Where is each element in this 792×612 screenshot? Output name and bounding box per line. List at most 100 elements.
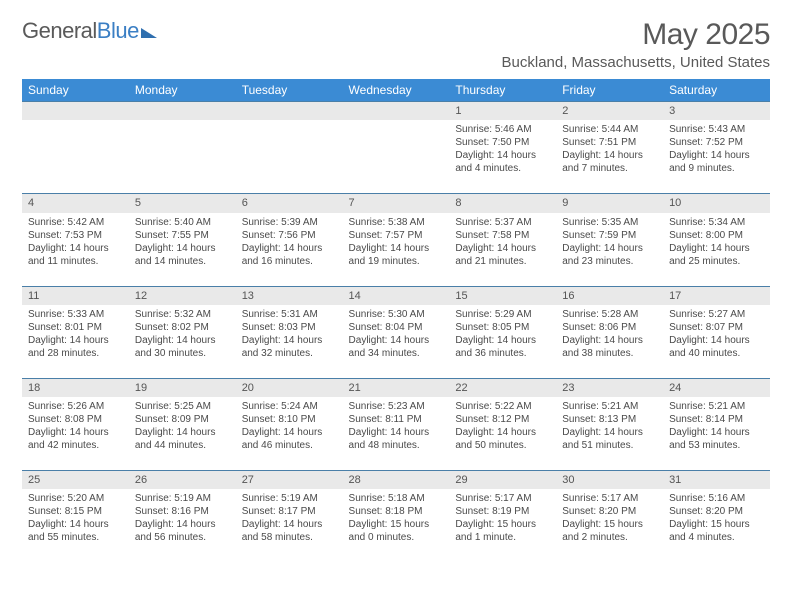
- day-number: 18: [22, 378, 129, 397]
- day-number: 28: [343, 471, 450, 490]
- daylight-text: Daylight: 14 hours and 11 minutes.: [28, 242, 123, 268]
- day-cell: Sunrise: 5:22 AMSunset: 8:12 PMDaylight:…: [449, 397, 556, 471]
- sunrise-text: Sunrise: 5:19 AM: [242, 492, 337, 505]
- sunrise-text: Sunrise: 5:29 AM: [455, 308, 550, 321]
- day-number: 1: [449, 102, 556, 121]
- daylight-text: Daylight: 14 hours and 32 minutes.: [242, 334, 337, 360]
- daynum-row: 123: [22, 102, 770, 121]
- day-number: 25: [22, 471, 129, 490]
- daylight-text: Daylight: 14 hours and 38 minutes.: [562, 334, 657, 360]
- calendar-table: Sunday Monday Tuesday Wednesday Thursday…: [22, 79, 770, 562]
- day-number: 9: [556, 194, 663, 213]
- logo-icon: [141, 28, 157, 38]
- sunrise-text: Sunrise: 5:21 AM: [562, 400, 657, 413]
- sunset-text: Sunset: 7:58 PM: [455, 229, 550, 242]
- day-number: 26: [129, 471, 236, 490]
- sunset-text: Sunset: 8:02 PM: [135, 321, 230, 334]
- sunset-text: Sunset: 7:53 PM: [28, 229, 123, 242]
- data-row: Sunrise: 5:46 AMSunset: 7:50 PMDaylight:…: [22, 120, 770, 194]
- sunset-text: Sunset: 8:14 PM: [669, 413, 764, 426]
- header: GeneralBlue May 2025 Buckland, Massachus…: [22, 18, 770, 71]
- sunrise-text: Sunrise: 5:35 AM: [562, 216, 657, 229]
- sunset-text: Sunset: 8:00 PM: [669, 229, 764, 242]
- day-cell: Sunrise: 5:44 AMSunset: 7:51 PMDaylight:…: [556, 120, 663, 194]
- day-cell: Sunrise: 5:19 AMSunset: 8:17 PMDaylight:…: [236, 489, 343, 562]
- day-cell: Sunrise: 5:18 AMSunset: 8:18 PMDaylight:…: [343, 489, 450, 562]
- day-cell: Sunrise: 5:16 AMSunset: 8:20 PMDaylight:…: [663, 489, 770, 562]
- col-saturday: Saturday: [663, 79, 770, 102]
- sunrise-text: Sunrise: 5:34 AM: [669, 216, 764, 229]
- sunrise-text: Sunrise: 5:20 AM: [28, 492, 123, 505]
- day-number: 7: [343, 194, 450, 213]
- day-cell: Sunrise: 5:24 AMSunset: 8:10 PMDaylight:…: [236, 397, 343, 471]
- day-cell: Sunrise: 5:29 AMSunset: 8:05 PMDaylight:…: [449, 305, 556, 379]
- sunrise-text: Sunrise: 5:43 AM: [669, 123, 764, 136]
- day-number: 8: [449, 194, 556, 213]
- day-number: 11: [22, 286, 129, 305]
- sunrise-text: Sunrise: 5:26 AM: [28, 400, 123, 413]
- day-number: 12: [129, 286, 236, 305]
- daylight-text: Daylight: 14 hours and 53 minutes.: [669, 426, 764, 452]
- day-number: 31: [663, 471, 770, 490]
- logo-text-1: General: [22, 18, 97, 44]
- logo-text-2: Blue: [97, 18, 139, 44]
- sunrise-text: Sunrise: 5:32 AM: [135, 308, 230, 321]
- calendar-body: 123Sunrise: 5:46 AMSunset: 7:50 PMDaylig…: [22, 102, 770, 563]
- daylight-text: Daylight: 14 hours and 9 minutes.: [669, 149, 764, 175]
- daynum-row: 45678910: [22, 194, 770, 213]
- day-cell: Sunrise: 5:31 AMSunset: 8:03 PMDaylight:…: [236, 305, 343, 379]
- daylight-text: Daylight: 14 hours and 48 minutes.: [349, 426, 444, 452]
- day-cell: Sunrise: 5:20 AMSunset: 8:15 PMDaylight:…: [22, 489, 129, 562]
- daylight-text: Daylight: 14 hours and 19 minutes.: [349, 242, 444, 268]
- sunrise-text: Sunrise: 5:17 AM: [562, 492, 657, 505]
- daylight-text: Daylight: 14 hours and 50 minutes.: [455, 426, 550, 452]
- sunset-text: Sunset: 8:04 PM: [349, 321, 444, 334]
- sunset-text: Sunset: 8:15 PM: [28, 505, 123, 518]
- daylight-text: Daylight: 14 hours and 4 minutes.: [455, 149, 550, 175]
- day-number: 22: [449, 378, 556, 397]
- sunset-text: Sunset: 8:08 PM: [28, 413, 123, 426]
- daylight-text: Daylight: 14 hours and 28 minutes.: [28, 334, 123, 360]
- sunset-text: Sunset: 8:01 PM: [28, 321, 123, 334]
- day-number: 13: [236, 286, 343, 305]
- day-number: [129, 102, 236, 121]
- sunset-text: Sunset: 8:20 PM: [562, 505, 657, 518]
- sunrise-text: Sunrise: 5:21 AM: [669, 400, 764, 413]
- sunset-text: Sunset: 7:57 PM: [349, 229, 444, 242]
- day-cell: Sunrise: 5:35 AMSunset: 7:59 PMDaylight:…: [556, 213, 663, 287]
- day-number: 5: [129, 194, 236, 213]
- day-number: 17: [663, 286, 770, 305]
- daylight-text: Daylight: 14 hours and 36 minutes.: [455, 334, 550, 360]
- calendar-page: GeneralBlue May 2025 Buckland, Massachus…: [0, 0, 792, 572]
- day-cell: Sunrise: 5:34 AMSunset: 8:00 PMDaylight:…: [663, 213, 770, 287]
- daylight-text: Daylight: 14 hours and 55 minutes.: [28, 518, 123, 544]
- daylight-text: Daylight: 14 hours and 21 minutes.: [455, 242, 550, 268]
- sunrise-text: Sunrise: 5:42 AM: [28, 216, 123, 229]
- sunrise-text: Sunrise: 5:24 AM: [242, 400, 337, 413]
- day-cell: Sunrise: 5:30 AMSunset: 8:04 PMDaylight:…: [343, 305, 450, 379]
- day-cell: Sunrise: 5:46 AMSunset: 7:50 PMDaylight:…: [449, 120, 556, 194]
- day-cell: Sunrise: 5:21 AMSunset: 8:14 PMDaylight:…: [663, 397, 770, 471]
- sunset-text: Sunset: 8:06 PM: [562, 321, 657, 334]
- day-cell: Sunrise: 5:25 AMSunset: 8:09 PMDaylight:…: [129, 397, 236, 471]
- daylight-text: Daylight: 14 hours and 25 minutes.: [669, 242, 764, 268]
- month-title: May 2025: [502, 18, 770, 52]
- day-number: 19: [129, 378, 236, 397]
- daylight-text: Daylight: 14 hours and 34 minutes.: [349, 334, 444, 360]
- day-header-row: Sunday Monday Tuesday Wednesday Thursday…: [22, 79, 770, 102]
- sunrise-text: Sunrise: 5:18 AM: [349, 492, 444, 505]
- sunset-text: Sunset: 8:13 PM: [562, 413, 657, 426]
- sunset-text: Sunset: 7:52 PM: [669, 136, 764, 149]
- day-cell: Sunrise: 5:33 AMSunset: 8:01 PMDaylight:…: [22, 305, 129, 379]
- daylight-text: Daylight: 14 hours and 40 minutes.: [669, 334, 764, 360]
- day-number: [236, 102, 343, 121]
- daylight-text: Daylight: 15 hours and 0 minutes.: [349, 518, 444, 544]
- day-cell: Sunrise: 5:40 AMSunset: 7:55 PMDaylight:…: [129, 213, 236, 287]
- col-wednesday: Wednesday: [343, 79, 450, 102]
- sunrise-text: Sunrise: 5:30 AM: [349, 308, 444, 321]
- sunset-text: Sunset: 7:50 PM: [455, 136, 550, 149]
- sunrise-text: Sunrise: 5:16 AM: [669, 492, 764, 505]
- logo: GeneralBlue: [22, 18, 157, 44]
- day-cell: Sunrise: 5:19 AMSunset: 8:16 PMDaylight:…: [129, 489, 236, 562]
- daylight-text: Daylight: 14 hours and 7 minutes.: [562, 149, 657, 175]
